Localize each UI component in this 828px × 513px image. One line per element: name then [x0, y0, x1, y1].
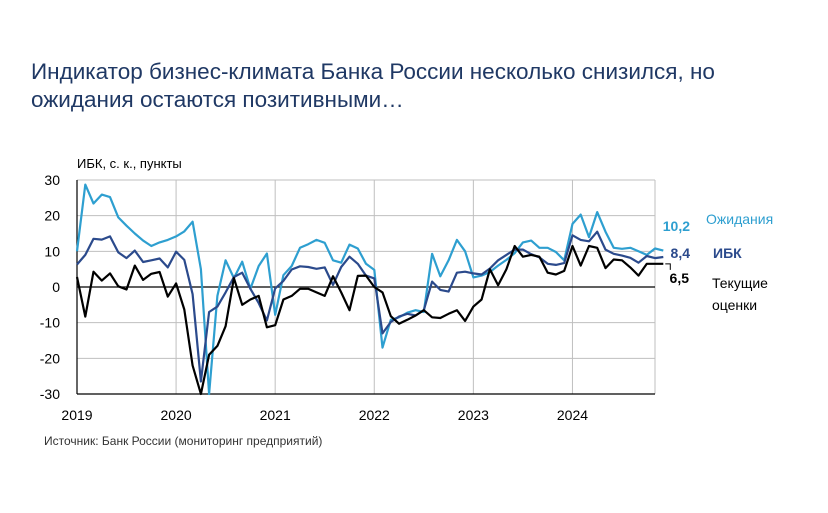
y-axis-label: ИБК, с. к., пункты — [77, 156, 182, 171]
end-value-label-current: 6,5 — [670, 270, 690, 286]
end-value-label-expectations: 10,2 — [663, 218, 690, 234]
x-tick-label: 2022 — [359, 407, 390, 423]
y-tick-label: 0 — [52, 279, 60, 295]
y-tick-label: 30 — [44, 172, 60, 188]
y-tick-label: -30 — [40, 386, 60, 402]
y-tick-label: 20 — [44, 208, 60, 224]
legend-current-line-2: оценки — [712, 297, 757, 313]
end-label-leader — [665, 263, 671, 270]
x-tick-label: 2023 — [458, 407, 489, 423]
legend-current-line-1: Текущие — [712, 275, 768, 291]
y-tick-label: 10 — [44, 243, 60, 259]
page-title-line-2: ожидания остаются позитивными… — [31, 87, 404, 112]
page-title-line-1: Индикатор бизнес-климата Банка России не… — [31, 59, 715, 84]
legend-expectations: Ожидания — [706, 211, 773, 227]
x-tick-label: 2019 — [61, 407, 92, 423]
y-tick-label: -10 — [40, 315, 60, 331]
chart-series-labels: 10,2 8,4 6,5 Ожидания ИБК Текущие оценки — [663, 211, 773, 313]
series-line-current — [75, 244, 664, 396]
x-tick-label: 2024 — [557, 407, 588, 423]
end-value-label-ibk: 8,4 — [671, 245, 691, 261]
legend-ibk: ИБК — [713, 245, 742, 261]
x-tick-label: 2020 — [161, 407, 192, 423]
page-title: Индикатор бизнес-климата Банка России не… — [31, 58, 811, 114]
y-tick-label: -20 — [40, 350, 60, 366]
chart-series — [75, 183, 664, 396]
x-tick-label: 2021 — [260, 407, 291, 423]
series-line-expectations — [75, 183, 664, 396]
source-note: Источник: Банк России (мониторинг предпр… — [44, 434, 323, 448]
series-line-ibk — [76, 230, 664, 383]
